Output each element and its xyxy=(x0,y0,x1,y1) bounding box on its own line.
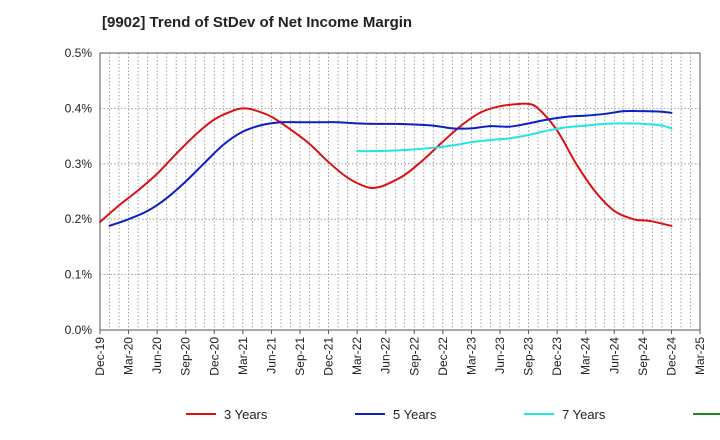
axes: 0.0% 0.1% 0.2% 0.3% 0.4% 0.5% Dec-19 Mar-20 Jun-… xyxy=(65,46,707,376)
x-tick-label: Mar-20 xyxy=(122,337,136,375)
chart-title: [9902] Trend of StDev of Net Income Marg… xyxy=(102,14,413,31)
x-tick-label: Dec-20 xyxy=(207,337,221,376)
y-tick-label: 0.2% xyxy=(65,212,93,226)
legend-label-5-years: 5 Years xyxy=(393,407,437,422)
legend-label-3-years: 3 Years xyxy=(224,407,268,422)
x-tick-label: Dec-23 xyxy=(550,337,564,376)
x-tick-label: Sep-21 xyxy=(293,337,307,376)
x-tick-label: Mar-25 xyxy=(693,337,707,375)
y-tick-label: 0.4% xyxy=(65,101,93,115)
x-tick-label: Sep-23 xyxy=(522,337,536,376)
x-tick-label: Jun-21 xyxy=(264,337,278,374)
x-tick-label: Dec-24 xyxy=(664,337,678,376)
y-tick-label: 0.1% xyxy=(65,268,93,282)
y-tick-label: 0.3% xyxy=(65,157,93,171)
x-tick-label: Mar-21 xyxy=(236,337,250,375)
series-line-3-years xyxy=(99,102,673,227)
x-tick-label: Jun-23 xyxy=(493,337,507,374)
legend-label-7-years: 7 Years xyxy=(562,407,606,422)
x-tick-label: Sep-20 xyxy=(179,337,193,376)
x-tick-label: Jun-20 xyxy=(150,337,164,374)
y-tick-label: 0.0% xyxy=(65,323,93,337)
x-tick-label: Dec-22 xyxy=(436,337,450,376)
grid xyxy=(100,53,700,330)
series-lines xyxy=(99,102,673,227)
x-tick-label: Jun-24 xyxy=(607,337,621,374)
x-tick-label: Jun-22 xyxy=(379,337,393,374)
plot-frame xyxy=(99,52,701,331)
x-tick-label: Sep-24 xyxy=(636,337,650,376)
x-tick-label: Mar-23 xyxy=(464,337,478,375)
x-tick-label: Mar-24 xyxy=(579,337,593,375)
series-line-5-years xyxy=(108,109,673,227)
x-tick-label: Sep-22 xyxy=(407,337,421,376)
x-tick-label: Mar-22 xyxy=(350,337,364,375)
x-tick-label: Dec-21 xyxy=(322,337,336,376)
series-line-7-years xyxy=(356,122,673,153)
x-tick-label: Dec-19 xyxy=(93,337,107,376)
y-tick-label: 0.5% xyxy=(65,46,93,60)
